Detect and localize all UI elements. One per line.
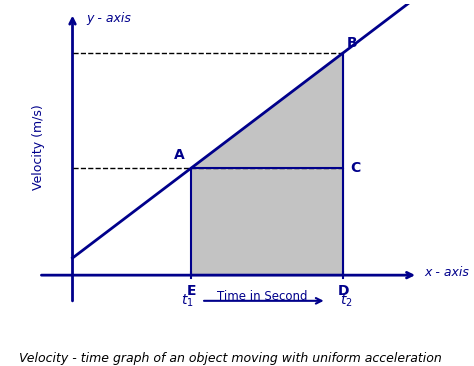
Text: A: A: [173, 149, 184, 163]
Text: C: C: [350, 161, 360, 175]
Text: D: D: [337, 284, 349, 298]
Text: Velocity (m/s): Velocity (m/s): [32, 104, 45, 190]
Text: $t_1$: $t_1$: [181, 292, 194, 309]
Text: Time in Second: Time in Second: [217, 290, 308, 303]
Text: x - axis: x - axis: [425, 266, 470, 279]
Text: B: B: [347, 36, 357, 50]
Text: $t_2$: $t_2$: [340, 292, 353, 309]
Text: y - axis: y - axis: [86, 12, 131, 25]
Text: E: E: [186, 284, 196, 298]
Polygon shape: [191, 53, 344, 275]
Text: Velocity - time graph of an object moving with uniform acceleration: Velocity - time graph of an object movin…: [18, 352, 441, 365]
